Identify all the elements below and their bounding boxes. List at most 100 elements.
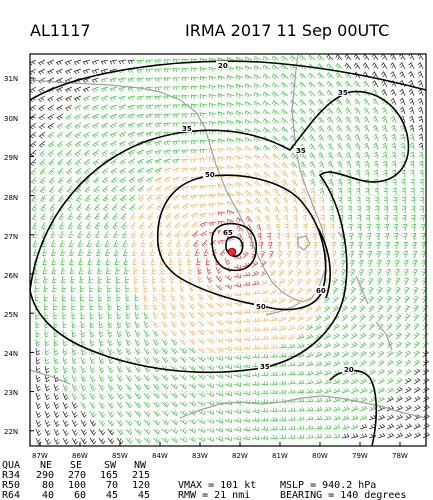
wind-barb	[83, 122, 91, 129]
wind-barb	[179, 419, 187, 425]
wind-barb	[269, 344, 278, 349]
wind-barb	[109, 86, 118, 92]
wind-barb	[227, 146, 235, 152]
wind-barb-field	[29, 53, 430, 446]
wind-barb	[31, 194, 37, 202]
wind-barb	[286, 260, 293, 268]
gulf-coast	[29, 53, 327, 303]
wind-barb	[122, 248, 128, 256]
wind-barb	[217, 220, 226, 225]
wind-barb	[251, 381, 260, 386]
wind-barb	[107, 356, 114, 365]
wind-barb	[242, 390, 251, 396]
wind-barb	[115, 275, 120, 284]
wind-barb	[215, 337, 223, 344]
wind-barb	[386, 423, 395, 430]
wind-barb	[44, 419, 51, 428]
wind-barb	[80, 320, 85, 329]
wind-barb	[200, 230, 208, 237]
wind-barb	[278, 343, 287, 349]
wind-barb	[146, 167, 154, 174]
wind-barb	[215, 355, 223, 361]
wind-barb	[314, 315, 322, 322]
wind-barb	[301, 196, 307, 205]
wind-barb	[299, 108, 307, 115]
wind-barb	[61, 275, 66, 284]
wind-barb	[395, 350, 403, 358]
wind-barb	[87, 266, 93, 275]
wind-barb	[305, 397, 314, 403]
wind-barb	[278, 434, 287, 440]
lon-label: 87W	[32, 452, 48, 460]
wind-barb	[372, 124, 379, 133]
wind-barb	[32, 221, 38, 229]
wind-barb	[224, 409, 232, 415]
wind-barb	[84, 176, 91, 184]
wind-barb	[75, 176, 82, 184]
wind-barb	[161, 275, 166, 284]
wind-barb	[287, 278, 295, 286]
wind-barb	[236, 199, 244, 206]
wind-barb	[376, 251, 382, 259]
wind-barb	[323, 424, 332, 430]
wind-barb	[107, 437, 115, 445]
wind-barb	[208, 66, 217, 72]
wind-barb	[275, 223, 280, 232]
wind-barb	[134, 293, 139, 302]
wind-barb	[336, 160, 343, 169]
wind-barb	[305, 269, 311, 277]
wind-barb	[208, 75, 217, 81]
wind-barb	[44, 347, 50, 356]
wind-barb	[107, 302, 112, 311]
wind-barb	[372, 115, 379, 124]
wind-barb	[78, 257, 84, 266]
wind-barb	[177, 257, 183, 266]
wind-barb	[71, 356, 77, 365]
wind-barb	[269, 316, 278, 322]
wind-barb	[227, 155, 235, 161]
lon-label: 81W	[272, 452, 288, 460]
wind-barb	[134, 356, 141, 364]
wind-barb	[368, 332, 376, 340]
wind-barb	[287, 425, 296, 430]
wind-barb	[260, 317, 269, 322]
wind-barb	[89, 356, 96, 365]
wind-barb	[88, 275, 93, 284]
wind-barb	[43, 293, 48, 302]
wind-barb	[344, 98, 352, 106]
wind-barb	[161, 401, 169, 408]
lat-label: 27N	[4, 233, 18, 241]
wind-barb	[363, 107, 370, 115]
wind-barb	[179, 329, 187, 337]
wind-barb	[56, 113, 64, 121]
wind-barb	[179, 356, 187, 363]
wind-barb	[89, 320, 94, 329]
wind-barb	[377, 314, 384, 322]
wind-barb	[143, 275, 148, 284]
wind-barb	[278, 416, 287, 421]
wind-barb	[420, 232, 426, 241]
wind-barb	[245, 128, 253, 134]
wind-barb	[395, 414, 404, 421]
wind-barb	[89, 293, 94, 302]
wind-barb	[97, 284, 102, 293]
wind-barb	[98, 302, 103, 311]
wind-barb	[109, 77, 118, 83]
wind-barb	[296, 379, 305, 385]
wind-barb	[41, 239, 47, 247]
wind-barb	[236, 155, 244, 161]
contour-label: 35	[338, 89, 348, 97]
wind-barb	[392, 196, 397, 205]
wind-barb	[215, 364, 223, 370]
wind-barb	[66, 167, 73, 175]
wind-barb	[35, 329, 40, 338]
wind-barb	[305, 416, 314, 421]
wind-barb	[335, 107, 343, 115]
wind-barb	[308, 99, 316, 106]
wind-barb	[341, 323, 349, 331]
wind-barb	[263, 73, 271, 80]
wind-barb	[101, 140, 109, 147]
wind-barb	[181, 95, 190, 100]
wind-barb	[224, 301, 232, 307]
wind-barb	[374, 187, 379, 196]
